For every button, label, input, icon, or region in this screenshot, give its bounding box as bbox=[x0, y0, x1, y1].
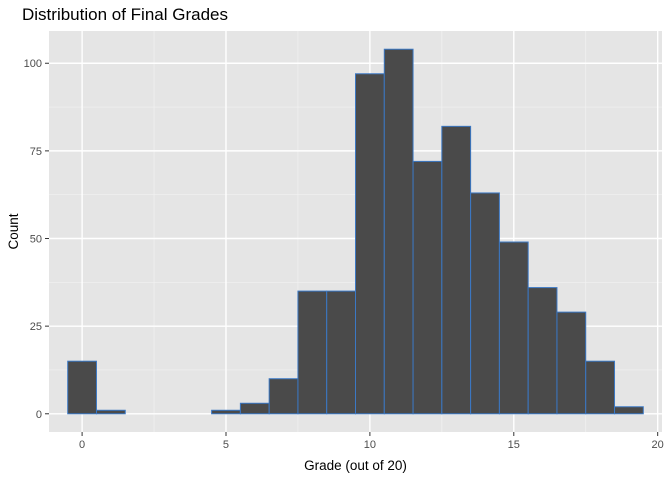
x-tick-label: 10 bbox=[364, 439, 376, 451]
histogram-bar bbox=[239, 402, 270, 415]
histogram-bar bbox=[355, 73, 385, 415]
y-tick-label: 50 bbox=[30, 234, 42, 246]
y-tick-label: 25 bbox=[30, 321, 42, 333]
histogram-bar bbox=[412, 160, 443, 415]
histogram-bar bbox=[268, 378, 299, 415]
y-axis-title: Count bbox=[6, 213, 21, 249]
y-tick-label: 75 bbox=[30, 146, 42, 158]
histogram-bar bbox=[470, 192, 500, 415]
x-axis: 0 5 10 15 20 bbox=[79, 432, 664, 451]
x-tick-label: 0 bbox=[79, 439, 85, 451]
histogram-bar bbox=[585, 360, 616, 415]
histogram-bar bbox=[326, 290, 356, 415]
histogram-bar bbox=[383, 48, 414, 415]
histogram-bar bbox=[95, 409, 126, 415]
y-tick-label: 100 bbox=[24, 58, 42, 70]
histogram-bar bbox=[527, 287, 558, 415]
x-tick-label: 15 bbox=[508, 439, 520, 451]
histogram-bar bbox=[498, 241, 529, 415]
y-tick-label: 0 bbox=[36, 409, 42, 421]
histogram-bar bbox=[556, 311, 587, 415]
bars bbox=[67, 48, 644, 415]
histogram-bar bbox=[211, 409, 241, 415]
histogram-bar bbox=[441, 125, 472, 415]
histogram-bar bbox=[67, 360, 97, 415]
histogram-bar bbox=[614, 406, 644, 415]
x-tick-label: 20 bbox=[652, 439, 664, 451]
chart-title: Distribution of Final Grades bbox=[22, 5, 228, 24]
histogram-bar bbox=[297, 290, 328, 415]
x-tick-label: 5 bbox=[223, 439, 229, 451]
x-axis-title: Grade (out of 20) bbox=[304, 458, 407, 473]
y-axis: 0 25 50 75 100 bbox=[24, 58, 49, 421]
